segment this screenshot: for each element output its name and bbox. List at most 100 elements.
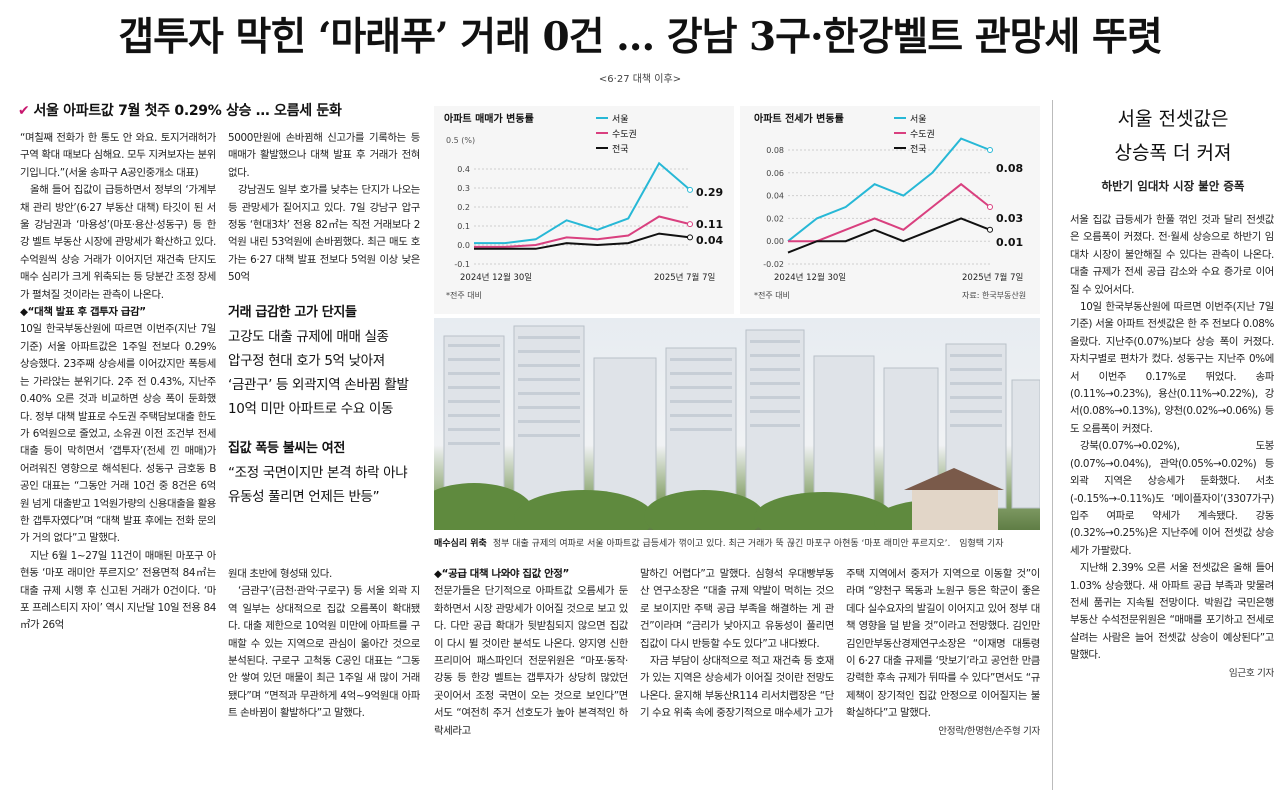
paragraph: 올해 들어 집값이 급등하면서 정부의 ‘가계부채 관리 방안’(6·27 부동…	[20, 184, 216, 301]
chart-footnote: *전주 대비	[446, 290, 482, 300]
y-tick-label: 0.4	[457, 165, 470, 174]
side-article-title: 서울 전셋값은 상승폭 더 커져	[1066, 102, 1280, 170]
paragraph: 서울 집값 급등세가 한풀 꺾인 것과 달리 전셋값은 오름폭이 커졌다. 전·…	[1070, 214, 1274, 296]
chart-sale-price: 아파트 매매가 변동률 0.5 (%) 0.4 0.3 0.2 0.1 0.0 -0.1 …	[434, 106, 734, 314]
chart-sale-price-svg: 아파트 매매가 변동률 0.5 (%) 0.40.30.20.10.0-0.1 …	[444, 112, 723, 300]
y-tick-label: 0.02	[766, 214, 784, 223]
chart-source: 자료: 한국부동산원	[962, 290, 1026, 300]
y-tick-label: 0.0	[457, 241, 470, 250]
legend-label: 수도권	[612, 128, 637, 140]
x-start-label: 2024년 12월 30일	[774, 272, 846, 283]
series-line-metro	[474, 215, 691, 248]
subsection-heading: ◆“공급 대책 나와야 집값 안정”	[434, 568, 569, 580]
highlight-line: “조정 국면이지만 본격 하락 아냐	[228, 464, 408, 481]
photo-caption-label: 매수심리 위축	[434, 539, 487, 549]
side-article-body: 서울 집값 급등세가 한풀 꺾인 것과 달리 전셋값은 오름폭이 커졌다. 전·…	[1070, 212, 1274, 790]
paragraph: 강남권도 일부 호가를 낮추는 단지가 나오는 등 관망세가 짙어지고 있다. …	[228, 184, 420, 284]
chart-jeonse-price: 아파트 전세가 변동률 0.08 0.06 0.04 0.02 0.00 -0.02 서울…	[740, 106, 1040, 314]
article-byline: 안정락/한명현/손주형 기자	[938, 725, 1040, 737]
y-tick-label: -0.02	[763, 260, 784, 269]
chart-legend: 서울 수도권 전국	[894, 114, 935, 155]
article-column-5: 주택 지역에서 중저가 지역으로 이동할 것”이라며 “양천구 목동과 노원구 …	[846, 566, 1040, 790]
highlight-box-1: 거래 급감한 고가 단지들 고강도 대출 규제에 매매 실종 압구정 현대 호가…	[228, 301, 420, 421]
series-end-point	[987, 226, 993, 233]
apartment-buildings-illustration	[434, 325, 1040, 530]
legend-label: 서울	[612, 114, 629, 125]
y-tick-label: 0.08	[766, 146, 784, 155]
end-label-seoul: 0.29	[696, 186, 723, 199]
legend-label: 수도권	[910, 128, 935, 140]
check-mark-icon: ✔	[18, 103, 30, 119]
y-tick-label: 0.06	[766, 169, 784, 178]
chart-title: 아파트 전세가 변동률	[754, 112, 844, 125]
paragraph: “며칠째 전화가 한 통도 안 와요. 토지거래허가구역 확대 때보다 심해요.…	[20, 132, 216, 179]
article-column-4: 말하긴 어렵다”고 말했다. 심형석 우대빵부동산 연구소장은 “대출 규제 약…	[640, 566, 834, 790]
highlight-box-1-heading: 거래 급감한 고가 단지들	[228, 304, 357, 320]
highlight-line: 10억 미만 아파트로 수요 이동	[228, 400, 394, 417]
paragraph: 지난해 2.39% 오른 서울 전셋값은 올해 들어 1.03% 상승했다. 새…	[1070, 562, 1274, 662]
paragraph: 주택 지역에서 중저가 지역으로 이동할 것”이라며 “양천구 목동과 노원구 …	[846, 568, 1040, 720]
x-end-label: 2025년 7월 7일	[962, 272, 1023, 283]
series-line-seoul	[474, 161, 691, 245]
paragraph: ‘금관구’(금천·관악·구로구) 등 서울 외곽 지역 일부는 상대적으로 집값…	[228, 585, 420, 720]
series-line-nation	[474, 232, 691, 250]
y-tick-label: 0.04	[766, 192, 784, 201]
paragraph: 원대 초반에 형성돼 있다.	[228, 568, 332, 580]
series-end-point	[987, 147, 993, 153]
legend-label: 전국	[612, 144, 629, 155]
paragraph: 지난 6월 1~27일 11건이 매매된 마포구 아현동 ‘마포 래미안 푸르지…	[20, 549, 216, 632]
series-end-point	[987, 204, 993, 210]
headline-subnote: <6·27 대책 이후>	[598, 74, 682, 85]
chart-jeonse-price-svg: 아파트 전세가 변동률 0.08 0.06 0.04 0.02 0.00 -0.02 서울…	[754, 112, 1026, 300]
side-article-subtitle: 하반기 임대차 시장 불안 증폭	[1101, 179, 1245, 193]
highlight-line: ‘금관구’ 등 외곽지역 손바뀜 활발	[228, 376, 409, 393]
side-byline: 임근호 기자	[1228, 667, 1274, 679]
side-title-line-1: 서울 전셋값은	[1117, 108, 1229, 130]
article-column-1: “며칠째 전화가 한 통도 안 와요. 토지거래허가구역 확대 때보다 심해요.…	[20, 130, 216, 790]
paragraph: 10일 한국부동산원에 따르면 이번주(지난 7일 기준) 서울 아파트 전셋값…	[1070, 301, 1274, 435]
y-tick-label: 0.3	[457, 184, 470, 193]
y-tick-label: 0.2	[457, 203, 470, 212]
photo-caption: 매수심리 위축 정부 대출 규제의 여파로 서울 아파트값 급등세가 꺾이고 있다…	[434, 536, 1040, 549]
end-label-metro: 0.03	[996, 212, 1023, 225]
kicker-text: 서울 아파트값 7월 첫주 0.29% 상승 … 오름세 둔화	[33, 103, 342, 119]
highlight-line: 유동성 풀리면 언제든 반등”	[228, 488, 380, 505]
paragraph: 전문가들은 단기적으로 아파트값 오름세가 둔화하면서 시장 관망세가 이어질 …	[434, 585, 628, 737]
article-column-2b: 원대 초반에 형성돼 있다. ‘금관구’(금천·관악·구로구) 등 서울 외곽 …	[228, 566, 420, 790]
photo-caption-text: 정부 대출 규제의 여파로 서울 아파트값 급등세가 꺾이고 있다. 최근 거래…	[492, 539, 951, 549]
subsection-heading: ◆“대책 발표 후 갭투자 급감”	[20, 306, 146, 319]
series-end-point	[687, 221, 693, 228]
chart-footnote: *전주 대비	[754, 290, 790, 300]
paragraph: 10일 한국부동산원에 따르면 이번주(지난 7일 기준) 서울 아파트값은 1…	[20, 323, 216, 545]
photo-credit: 임형택 기자	[959, 539, 1004, 549]
series-line-seoul	[787, 137, 991, 242]
series-end-point	[687, 186, 693, 193]
section-kicker: ✔ 서울 아파트값 7월 첫주 0.29% 상승 … 오름세 둔화	[18, 100, 428, 120]
end-label-nation: 0.01	[996, 236, 1023, 249]
x-start-label: 2024년 12월 30일	[460, 272, 532, 283]
paragraph: 강북(0.07%→0.02%), 도봉(0.07%→0.04%), 관악(0.0…	[1070, 440, 1274, 557]
y-tick-label: 0.00	[766, 237, 784, 246]
headline: 갭투자 막힌 ‘마래푸’ 거래 0건 … 강남 3구·한강벨트 관망세 뚜렷	[118, 14, 1162, 60]
paragraph: 말하긴 어렵다”고 말했다. 심형석 우대빵부동산 연구소장은 “대출 규제 약…	[640, 568, 834, 650]
article-column-3: ◆“공급 대책 나와야 집값 안정” 전문가들은 단기적으로 아파트값 오름세가…	[434, 566, 628, 790]
article-column-2: 5000만원에 손바뀜해 신고가를 기록하는 등 매매가 활발했으나 대책 발표…	[228, 130, 420, 790]
end-label-metro: 0.11	[696, 218, 723, 231]
series-line-metro	[788, 182, 991, 243]
chart-unit: 0.5 (%)	[446, 136, 475, 145]
highlight-box-2-heading: 집값 폭등 불씨는 여전	[228, 440, 346, 456]
y-tick-label: -0.1	[454, 260, 470, 269]
chart-legend: 서울 수도권 전국	[596, 114, 637, 155]
chart-title: 아파트 매매가 변동률	[444, 112, 534, 125]
paragraph: 자금 부담이 상대적으로 적고 재건축 등 호재가 있는 지역은 상승세가 이어…	[640, 655, 834, 720]
highlight-line: 고강도 대출 규제에 매매 실종	[228, 328, 389, 345]
series-line-nation	[787, 217, 991, 254]
legend-label: 전국	[910, 144, 927, 155]
legend-label: 서울	[910, 114, 927, 125]
paragraph: 5000만원에 손바뀜해 신고가를 기록하는 등 매매가 활발했으나 대책 발표…	[228, 132, 420, 179]
highlight-box-2: 집값 폭등 불씨는 여전 “조정 국면이지만 본격 하락 아냐 유동성 풀리면 …	[228, 437, 420, 509]
series-end-point	[687, 234, 693, 241]
column-divider	[1052, 100, 1053, 790]
end-label-nation: 0.04	[696, 234, 723, 247]
y-tick-label: 0.1	[457, 222, 470, 231]
